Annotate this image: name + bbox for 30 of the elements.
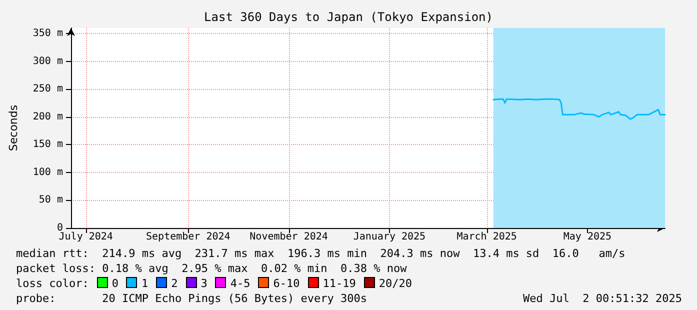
text: 11-19 <box>322 277 356 290</box>
text: 0 <box>112 277 118 290</box>
y-tick-label: 200 m <box>32 111 63 122</box>
text: Wed Jul 2 00:51:32 2025 <box>523 291 682 306</box>
x-tick-label: May 2025 <box>563 232 612 242</box>
y-tick-label: 350 m <box>32 28 63 40</box>
y-tick-label: 50 m <box>38 194 63 206</box>
x-tick-label: September 2024 <box>146 232 230 242</box>
x-tick-label: November 2024 <box>250 232 328 242</box>
line-series <box>492 98 666 120</box>
text: 4-5 <box>230 277 250 290</box>
text: 2 <box>171 277 178 290</box>
text: probe: 20 ICMP Echo Pings (56 Bytes) every 300s <box>16 292 367 305</box>
y-tick-label: 250 m <box>32 84 63 95</box>
x-tick-label: July 2024 <box>58 232 113 242</box>
x-tick-label: March 2025 <box>456 232 517 242</box>
text: 3 <box>200 277 208 290</box>
text: 6-10 <box>273 277 300 290</box>
y-axis-title: Seconds <box>7 104 20 152</box>
text: median rtt: 214.9 ms avg 231.7 ms max 196.3 ms min 204.3 ms now 13.4 ms sd 16.0 am/s <box>16 247 626 260</box>
x-tick-label: January 2025 <box>353 232 426 242</box>
text: 20/20 <box>378 277 412 290</box>
y-tick-label: 0 <box>56 222 63 234</box>
y-tick-label: 300 m <box>32 56 63 67</box>
text: packet loss: 0.18 % avg 2.95 % max 0.02 % min 0.38 % now <box>16 262 407 275</box>
chart-title: Last 360 Days to Japan (Tokyo Expansion) <box>204 10 493 24</box>
y-tick-label: 100 m <box>32 166 63 178</box>
y-tick-label: 150 m <box>32 139 63 150</box>
text: 1 <box>141 277 148 290</box>
text: loss color: <box>16 277 89 290</box>
